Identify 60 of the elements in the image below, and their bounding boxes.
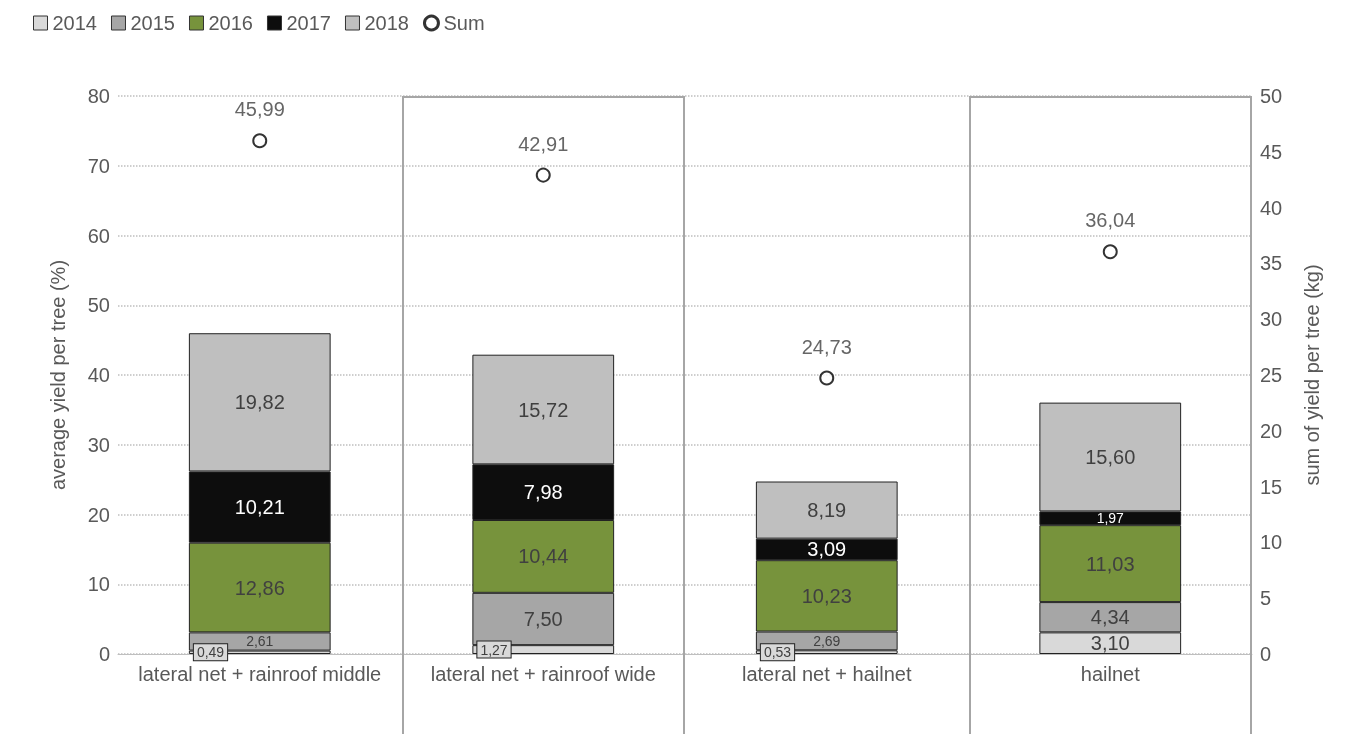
y2-tick-label: 15: [1260, 475, 1283, 498]
data-label: 11,03: [1085, 552, 1135, 575]
data-label: 0,49: [196, 644, 225, 661]
y-tick-label: 60: [87, 224, 110, 247]
y2-tick-label: 25: [1260, 364, 1283, 386]
data-label: 10,23: [801, 584, 852, 607]
y2-axis-title: sum of yield per tree (kg): [1301, 264, 1323, 486]
x-tick-label: lateral net + rainroof middle: [138, 663, 382, 685]
legend-label: 2018: [364, 12, 409, 34]
legend-label: 2016: [208, 12, 253, 34]
y-tick-label: 50: [87, 294, 110, 317]
data-label: 1,97: [1096, 510, 1125, 527]
data-label: 45,99: [234, 98, 285, 121]
data-label: 24,73: [801, 335, 852, 358]
data-label: 10,21: [234, 496, 285, 519]
point: [1102, 244, 1118, 260]
data-label: 15,60: [1085, 446, 1136, 469]
y-tick-label: 10: [87, 573, 110, 596]
data-label: 2,61: [246, 633, 274, 650]
y-tick-label: 20: [87, 503, 110, 526]
data-label: 1,27: [480, 641, 508, 658]
x-tick-label: lateral net + hailnet: [741, 663, 912, 685]
legend-label: 2015: [130, 12, 175, 34]
data-label: 42,91: [518, 132, 569, 155]
data-label: 19,82: [234, 391, 285, 414]
y-axis-title: average yield per tree (%): [47, 259, 69, 491]
data-label: 4,34: [1090, 606, 1130, 629]
y2-tick-label: 10: [1260, 531, 1283, 554]
data-label: 0,53: [763, 644, 792, 661]
data-label: 15,72: [518, 398, 569, 421]
x-tick-label: lateral net + rainroof wide: [430, 663, 656, 685]
data-label: 8,19: [807, 499, 847, 522]
data-label: 10,44: [518, 545, 569, 568]
y2-tick-label: 0: [1260, 643, 1272, 665]
y-tick-label: 80: [87, 85, 110, 107]
y2-tick-label: 5: [1260, 587, 1272, 610]
y2-tick-label: 30: [1260, 308, 1283, 331]
y2-tick-label: 20: [1260, 419, 1283, 442]
y2-tick-label: 40: [1260, 196, 1283, 219]
y2-tick-label: 50: [1260, 85, 1283, 107]
data-label: 7,98: [523, 481, 563, 504]
x-tick-label: hailnet: [1080, 663, 1141, 685]
y-tick-label: 40: [87, 364, 110, 386]
point: [252, 133, 268, 149]
data-label: 2,69: [813, 632, 841, 649]
y2-tick-label: 45: [1260, 140, 1283, 163]
legend-label: 2017: [286, 12, 331, 34]
y2-tick-label: 35: [1260, 252, 1283, 275]
data-label: 3,10: [1090, 632, 1130, 655]
data-label: 3,09: [807, 538, 847, 561]
point: [535, 167, 551, 183]
point: [819, 370, 835, 386]
legend-label: 2014: [52, 12, 97, 34]
data-label: 36,04: [1085, 209, 1136, 232]
legend-label: Sum: [443, 12, 485, 34]
y-tick-label: 30: [87, 433, 110, 456]
data-label: 12,86: [234, 576, 285, 599]
data-label: 7,50: [523, 607, 563, 630]
y-tick-label: 0: [98, 643, 110, 665]
y-tick-label: 70: [87, 154, 110, 177]
